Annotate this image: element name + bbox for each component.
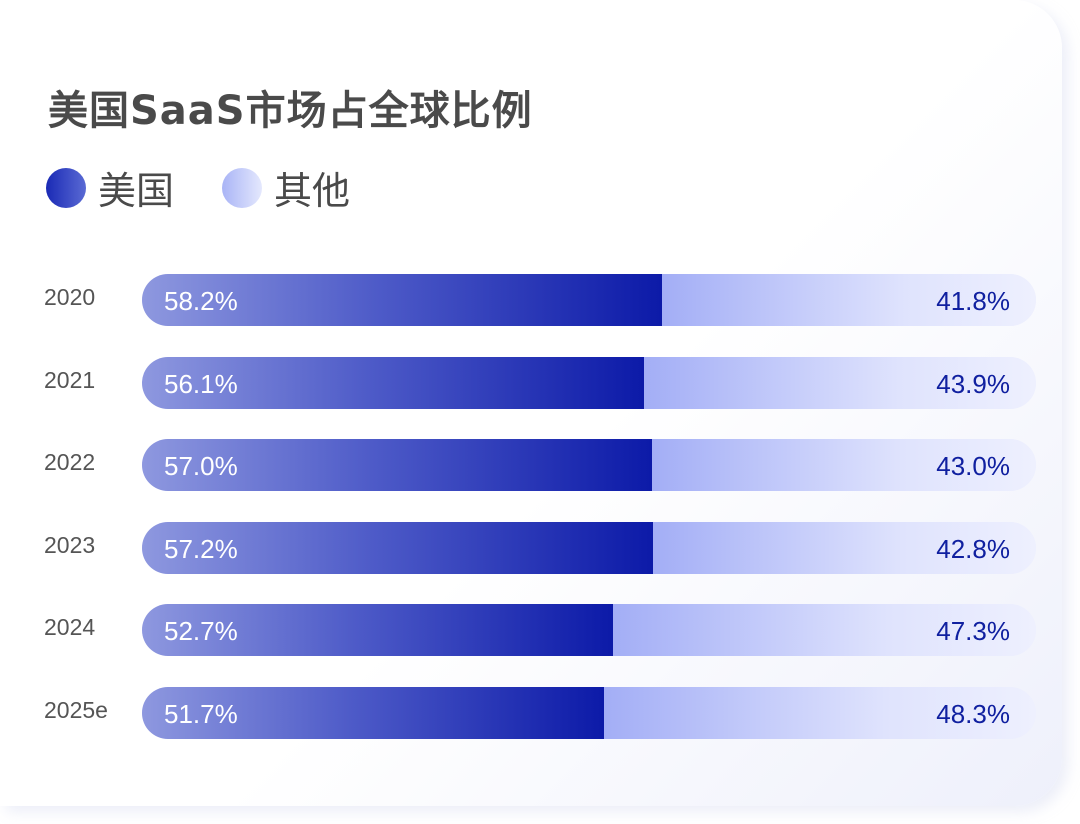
data-label-other: 43.9% bbox=[936, 368, 1010, 399]
bar-segment-other bbox=[653, 521, 1036, 574]
legend-swatch-other bbox=[222, 167, 263, 208]
stacked-bar: 51.7% 48.3% bbox=[142, 686, 1036, 739]
legend-label-other: 其他 bbox=[274, 169, 351, 213]
legend-label-us: 美国 bbox=[98, 169, 175, 213]
category-label: 2025e bbox=[44, 696, 108, 723]
bar-segment-other bbox=[644, 356, 1036, 409]
bar-row-2021: 2021 56.1% 43.9% bbox=[0, 356, 1080, 409]
stacked-bar: 57.0% 43.0% bbox=[142, 439, 1036, 491]
bar-segment-other bbox=[604, 686, 1036, 739]
bar-segment-other bbox=[662, 274, 1036, 326]
chart-title: 美国SaaS市场占全球比例 bbox=[48, 88, 533, 134]
data-label-us: 57.2% bbox=[164, 533, 238, 564]
bar-segment-us bbox=[142, 604, 613, 656]
bar-row-2025e: 2025e 51.7% 48.3% bbox=[0, 686, 1080, 739]
legend-item-other: 其他 bbox=[222, 160, 350, 215]
data-label-us: 58.2% bbox=[164, 286, 238, 316]
data-label-us: 57.0% bbox=[164, 451, 238, 481]
data-label-other: 43.0% bbox=[936, 451, 1010, 481]
bar-row-2022: 2022 57.0% 43.0% bbox=[0, 439, 1080, 491]
legend-item-us: 美国 bbox=[46, 160, 174, 215]
bar-row-2023: 2023 57.2% 42.8% bbox=[0, 521, 1080, 574]
bar-row-2020: 2020 58.2% 41.8% bbox=[0, 274, 1080, 326]
bar-segment-us bbox=[142, 521, 653, 574]
bar-segment-other bbox=[613, 604, 1036, 656]
category-label: 2020 bbox=[44, 284, 96, 310]
legend-swatch-us bbox=[46, 167, 86, 208]
data-label-other: 47.3% bbox=[936, 616, 1010, 646]
bar-segment-us bbox=[142, 274, 662, 326]
data-label-us: 56.1% bbox=[164, 368, 238, 399]
data-label-other: 41.8% bbox=[936, 286, 1010, 316]
category-label: 2021 bbox=[44, 366, 96, 393]
data-label-us: 52.7% bbox=[164, 616, 238, 646]
chart-legend: 美国 其他 bbox=[46, 160, 398, 215]
bar-segment-us bbox=[142, 439, 652, 491]
data-label-us: 51.7% bbox=[164, 698, 238, 729]
stacked-bar: 52.7% 47.3% bbox=[142, 604, 1036, 656]
stacked-bar: 58.2% 41.8% bbox=[142, 274, 1036, 326]
stacked-bar: 57.2% 42.8% bbox=[142, 521, 1036, 574]
bar-segment-us bbox=[142, 356, 644, 409]
category-label: 2023 bbox=[44, 531, 96, 558]
data-label-other: 48.3% bbox=[936, 698, 1010, 729]
bar-segment-us bbox=[142, 686, 604, 739]
bar-row-2024: 2024 52.7% 47.3% bbox=[0, 604, 1080, 656]
data-label-other: 42.8% bbox=[936, 533, 1010, 564]
category-label: 2024 bbox=[44, 614, 96, 640]
stacked-bar: 56.1% 43.9% bbox=[142, 356, 1036, 409]
bar-segment-other bbox=[652, 439, 1036, 491]
category-label: 2022 bbox=[44, 449, 96, 475]
